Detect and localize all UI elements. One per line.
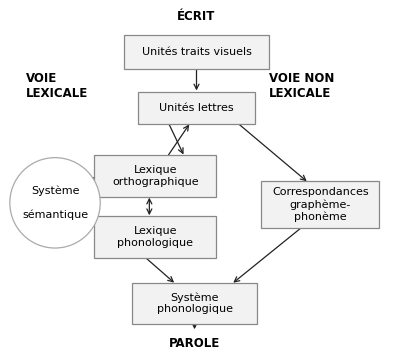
Text: Système
phonologique: Système phonologique [156,292,233,314]
Text: Unités lettres: Unités lettres [159,103,234,113]
Ellipse shape [10,158,100,248]
Text: ÉCRIT: ÉCRIT [177,10,216,23]
Text: Unités traits visuels: Unités traits visuels [141,47,252,57]
FancyBboxPatch shape [94,216,216,258]
FancyBboxPatch shape [94,155,216,197]
Text: Système

sémantique: Système sémantique [22,186,88,220]
Text: PAROLE: PAROLE [169,337,220,350]
FancyBboxPatch shape [138,92,255,124]
Text: VOIE
LEXICALE: VOIE LEXICALE [26,72,88,100]
Text: Correspondances
graphème-
phonème: Correspondances graphème- phonème [272,187,369,222]
Text: VOIE NON
LEXICALE: VOIE NON LEXICALE [269,72,334,100]
FancyBboxPatch shape [132,283,257,324]
FancyBboxPatch shape [124,35,269,69]
FancyBboxPatch shape [261,181,379,228]
Text: Lexique
orthographique: Lexique orthographique [112,165,198,187]
Text: Lexique
phonologique: Lexique phonologique [117,226,193,248]
